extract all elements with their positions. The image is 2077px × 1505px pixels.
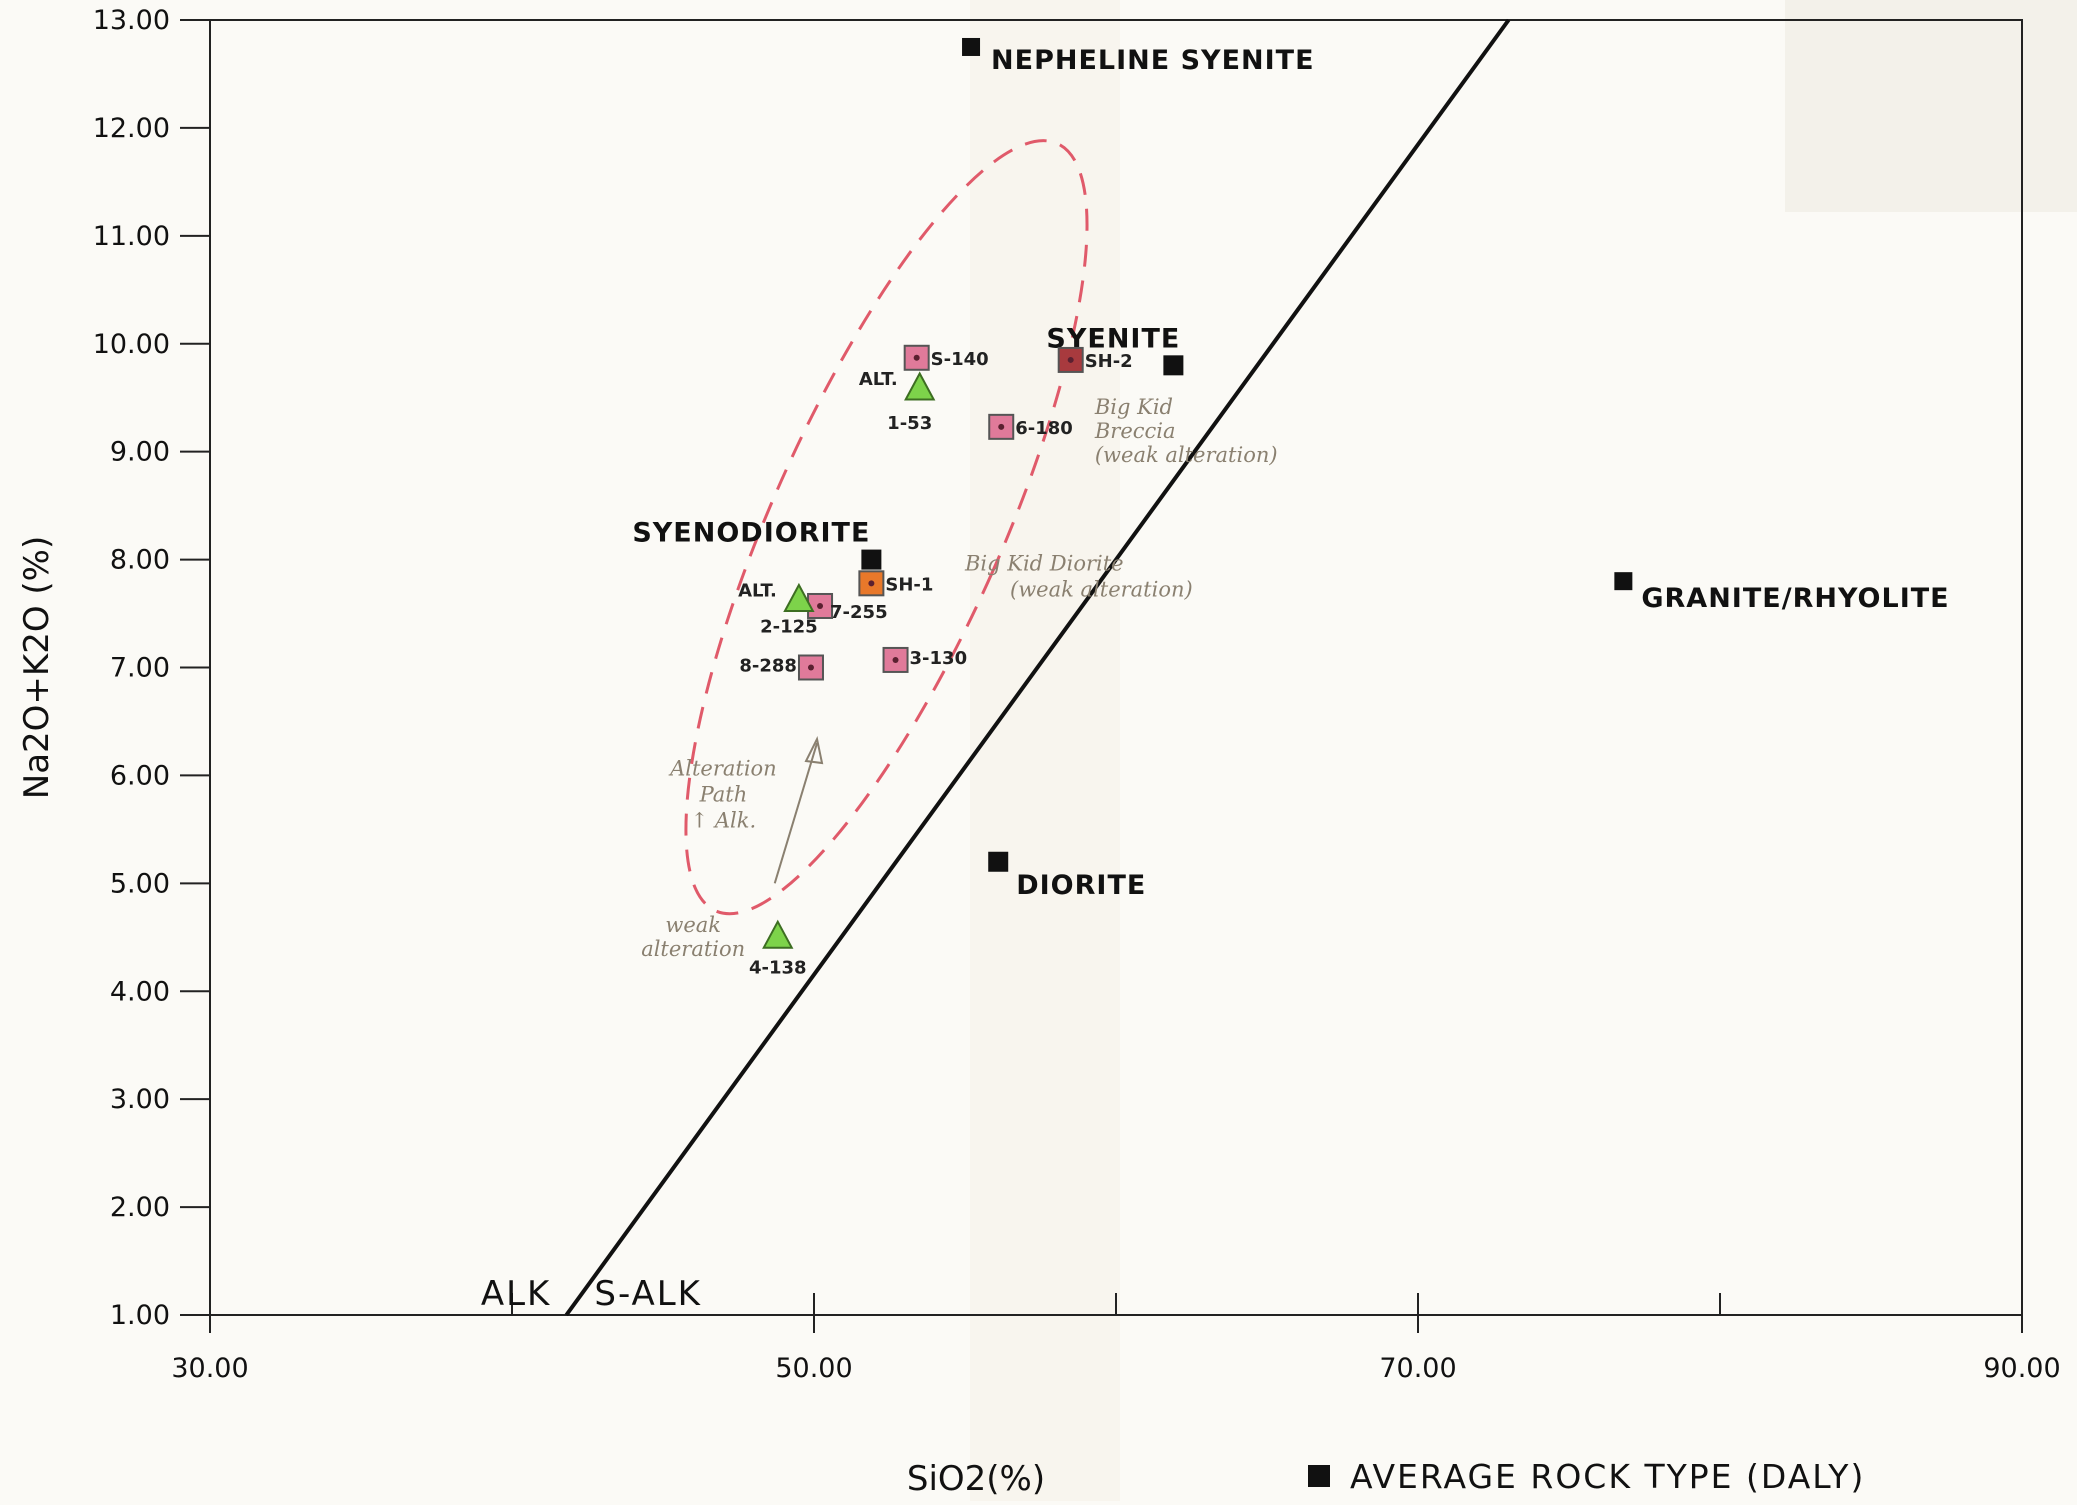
- annotation-text: (weak alteration): [1010, 577, 1193, 601]
- annotation-text: Big Kid: [1094, 395, 1173, 419]
- sample-label: S-140: [931, 349, 989, 370]
- annotation-text: (weak alteration): [1095, 443, 1278, 467]
- y-tick-label: 1.00: [110, 1300, 170, 1331]
- reference-rock-marker: [962, 37, 981, 56]
- legend-marker: [1308, 1465, 1330, 1487]
- y-tick-label: 11.00: [93, 221, 170, 252]
- s-alk-label: S-ALK: [594, 1274, 702, 1314]
- reference-rock-marker: [1163, 355, 1184, 376]
- alk-label: ALK: [481, 1274, 552, 1314]
- paper-fold: [970, 0, 1120, 1501]
- reference-rock-label: SYENODIORITE: [632, 518, 870, 549]
- annotation-text: alteration: [641, 937, 745, 961]
- sample-marker-dot: [817, 602, 824, 609]
- annotation-text: Path: [699, 782, 748, 806]
- sample-marker-dot: [998, 423, 1005, 430]
- reference-rock-marker: [1614, 572, 1633, 591]
- y-tick-label: 8.00: [110, 545, 170, 576]
- sample-marker-dot: [868, 580, 875, 587]
- sample-label: 7-255: [830, 602, 888, 623]
- reference-rocks: NEPHELINE SYENITESYENITESYENODIORITEDIOR…: [632, 37, 1949, 901]
- legend: AVERAGE ROCK TYPE (DALY): [1308, 1457, 1865, 1496]
- x-tick-label: 90.00: [1983, 1353, 2060, 1384]
- sample-square-marker: [1057, 346, 1084, 373]
- x-axis-title: SiO2(%): [907, 1459, 1045, 1499]
- y-tick-label: 3.00: [110, 1084, 170, 1115]
- sample-label: SH-1: [885, 574, 933, 595]
- y-tick-label: 9.00: [110, 437, 170, 468]
- sample-label: 1-53: [887, 413, 932, 434]
- y-tick-label: 10.00: [93, 329, 170, 360]
- y-tick-label: 6.00: [110, 760, 170, 791]
- reference-rock-label: NEPHELINE SYENITE: [991, 45, 1315, 76]
- annotation-text: weak: [665, 913, 721, 937]
- alteration-ellipse-group: [684, 139, 1089, 916]
- y-tick-label: 2.00: [110, 1192, 170, 1223]
- sample-square-marker: [903, 344, 930, 371]
- reference-rock-marker: [861, 549, 882, 570]
- annotation-text: ↑ Alk.: [691, 808, 757, 832]
- alteration-arrow-head: [804, 736, 824, 765]
- sample-marker-dot: [892, 656, 899, 663]
- samples: S-140 6-180 SH-2 7-255 SH-1 8-288 3-130 1-53 ALT…: [738, 344, 1133, 978]
- y-tick-label: 5.00: [110, 868, 170, 899]
- y-tick-label: 7.00: [110, 653, 170, 684]
- sample-label: 8-288: [739, 656, 797, 677]
- sample-label: 3-130: [910, 648, 968, 669]
- sample-triangle-marker: [783, 582, 815, 612]
- sample-label: SH-2: [1085, 351, 1133, 372]
- sample-marker-dot: [807, 664, 814, 671]
- annotation-text: Breccia: [1094, 419, 1176, 443]
- sample-marker-dot: [1067, 356, 1074, 363]
- legend-label: AVERAGE ROCK TYPE (DALY): [1350, 1457, 1865, 1496]
- annotation-text: Alteration: [668, 756, 777, 780]
- sample-prefix-label: ALT.: [738, 581, 777, 602]
- x-tick-label: 30.00: [171, 1353, 248, 1384]
- x-tick-label: 70.00: [1379, 1353, 1456, 1384]
- reference-rock-label: DIORITE: [1016, 870, 1146, 901]
- sample-marker-dot: [913, 354, 920, 361]
- reference-rock-label: GRANITE/RHYOLITE: [1641, 583, 1949, 614]
- x-tick-label: 50.00: [775, 1353, 852, 1384]
- alteration-arrow: [773, 742, 818, 884]
- y-tick-label: 4.00: [110, 976, 170, 1007]
- y-tick-label: 13.00: [93, 5, 170, 36]
- y-axis-title: Na2O+K2O (%): [17, 536, 57, 799]
- sample-triangle-marker: [762, 919, 794, 949]
- sample-label: 2-125: [760, 617, 818, 638]
- annotation-text: Big Kid Diorite: [964, 551, 1124, 575]
- sample-triangle-marker: [904, 371, 936, 401]
- alk-salk-divider: [564, 18, 1511, 1317]
- alteration-ellipse: [684, 139, 1089, 916]
- sample-label: 6-180: [1015, 418, 1073, 439]
- axes: 1.00 2.00 3.00 4.00 5.00 6.00 7.00 8.00 9.00 10.0…: [17, 5, 2061, 1499]
- paper-patch: [1785, 0, 2077, 212]
- sample-label: 4-138: [749, 957, 807, 978]
- divider-line-group: ALK S-ALK: [481, 18, 1511, 1317]
- reference-rock-marker: [988, 851, 1009, 872]
- sample-prefix-label: ALT.: [859, 369, 898, 390]
- y-tick-label: 12.00: [93, 113, 170, 144]
